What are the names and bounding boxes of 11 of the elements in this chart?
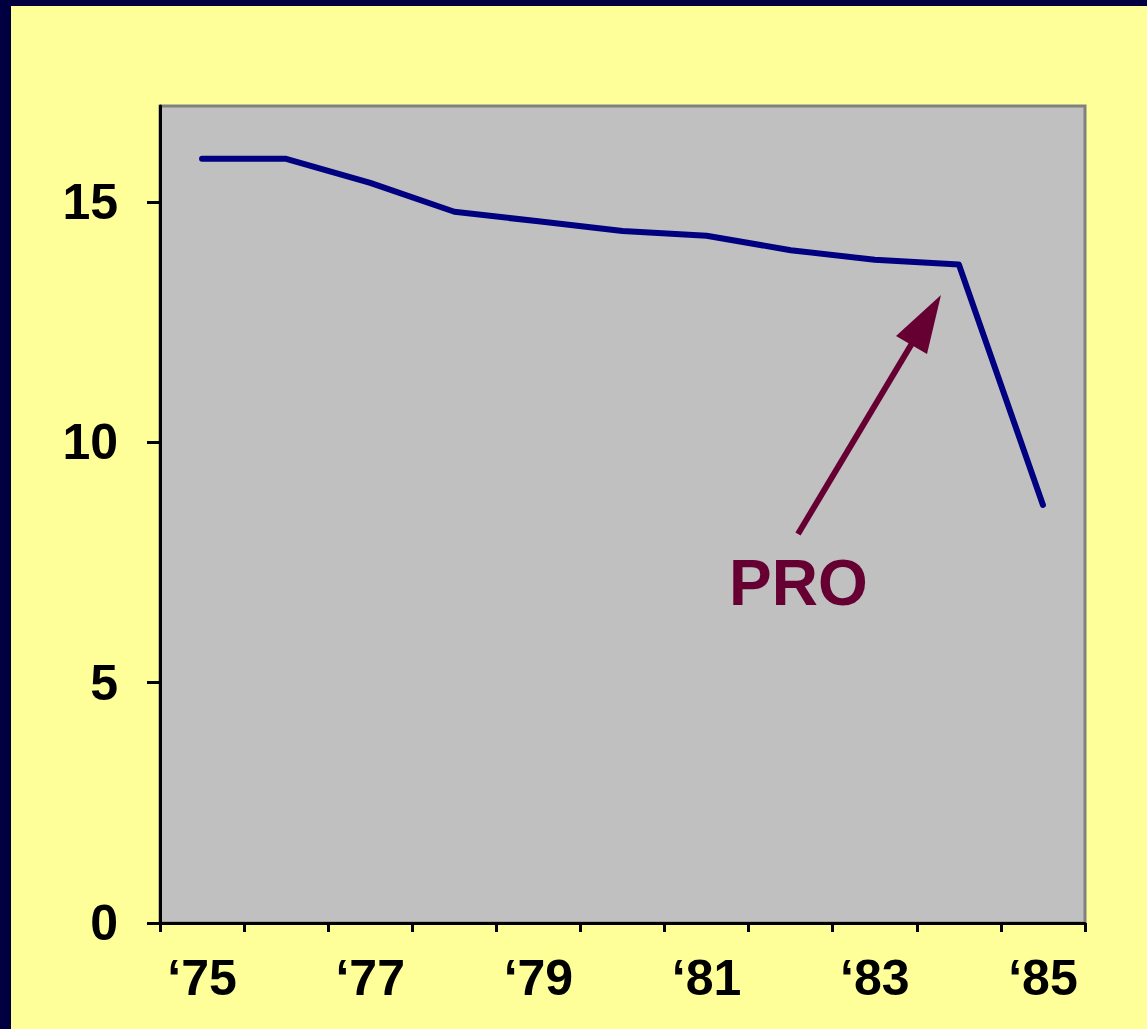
- y-tick-label: 15: [62, 174, 118, 231]
- x-tick-label: ‘81: [671, 950, 742, 1006]
- x-tick-label: ‘79: [503, 950, 574, 1006]
- y-tick-label: 5: [90, 654, 118, 711]
- y-tick-label: 10: [62, 414, 118, 471]
- x-tick-label: ‘83: [840, 950, 910, 1006]
- x-tick-label: ‘75: [167, 950, 237, 1006]
- annotation: PRO: [729, 547, 868, 619]
- x-tick-label: ‘77: [335, 950, 405, 1006]
- x-tick-label: ‘85: [1008, 950, 1078, 1006]
- y-tick-label: 0: [90, 895, 118, 951]
